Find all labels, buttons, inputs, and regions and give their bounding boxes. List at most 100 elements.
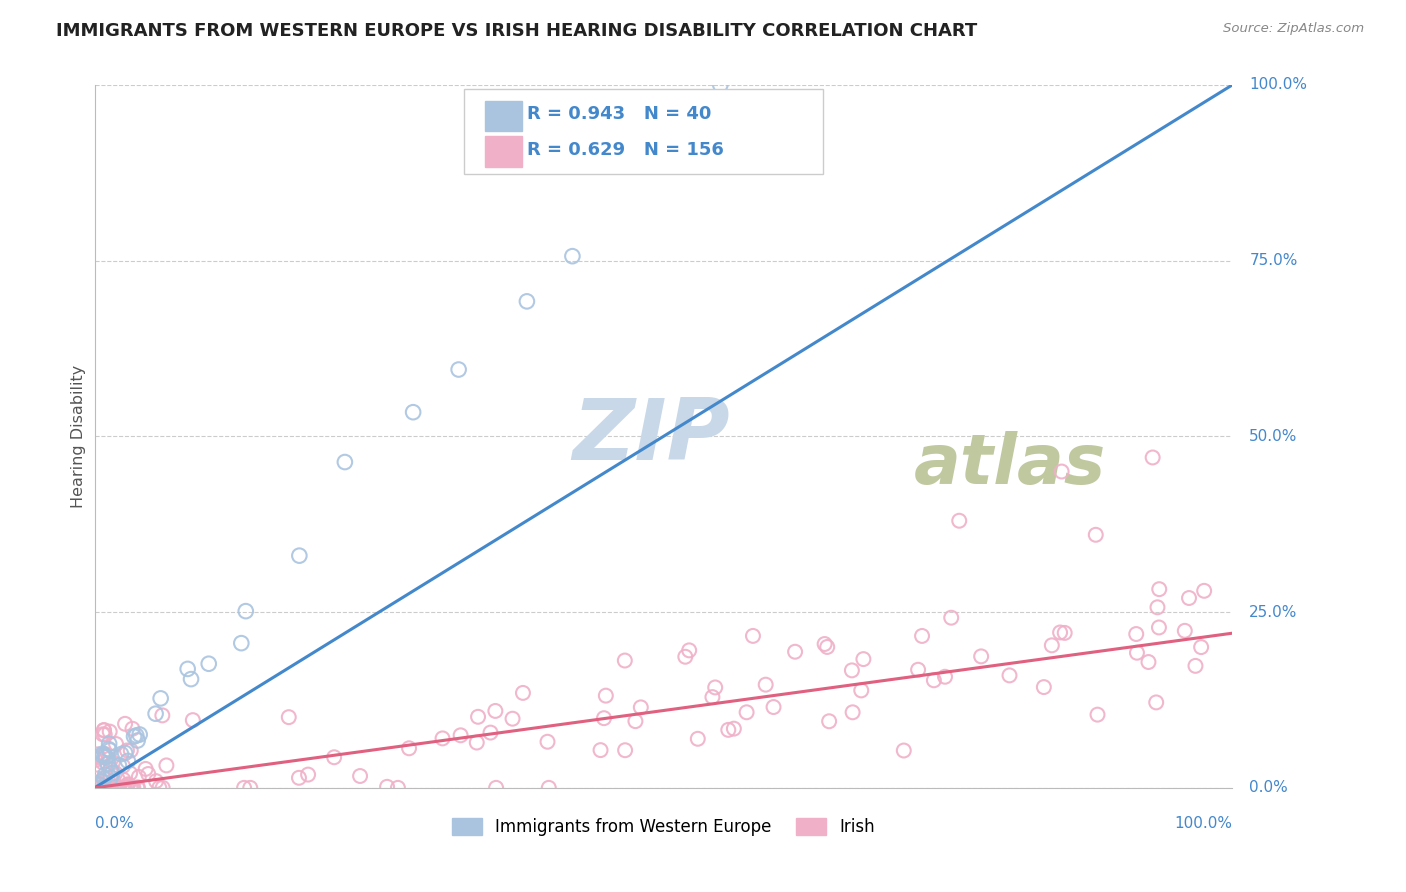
- Point: [516, 294, 538, 309]
- Point: [114, 746, 136, 760]
- Point: [815, 640, 838, 654]
- Point: [93, 780, 115, 795]
- Point: [742, 629, 765, 643]
- Point: [536, 735, 558, 749]
- Point: [108, 758, 131, 772]
- Point: [1147, 620, 1170, 634]
- Text: 50.0%: 50.0%: [1250, 429, 1298, 444]
- Point: [97, 742, 120, 756]
- Point: [84, 780, 107, 795]
- Point: [98, 743, 121, 757]
- Point: [1053, 626, 1076, 640]
- Point: [502, 712, 524, 726]
- Point: [893, 743, 915, 757]
- Point: [84, 780, 107, 795]
- Point: [94, 727, 117, 741]
- Point: [589, 743, 612, 757]
- Point: [87, 780, 110, 795]
- Point: [941, 610, 963, 624]
- Point: [145, 706, 167, 721]
- Point: [1174, 624, 1197, 638]
- Point: [934, 670, 956, 684]
- Point: [465, 735, 488, 749]
- Point: [91, 727, 114, 741]
- Point: [595, 689, 617, 703]
- Text: ZIP: ZIP: [572, 395, 730, 478]
- Point: [122, 780, 145, 795]
- Point: [814, 637, 837, 651]
- Point: [91, 780, 114, 795]
- Point: [91, 780, 114, 795]
- Point: [1032, 680, 1054, 694]
- Point: [115, 743, 138, 757]
- Point: [86, 780, 108, 795]
- Point: [922, 673, 945, 688]
- Point: [112, 772, 135, 787]
- Point: [818, 714, 841, 729]
- Point: [652, 113, 675, 128]
- Point: [450, 728, 472, 742]
- Point: [127, 733, 149, 747]
- Point: [841, 664, 863, 678]
- Point: [101, 766, 124, 780]
- Text: 100.0%: 100.0%: [1250, 78, 1308, 93]
- Point: [762, 700, 785, 714]
- Point: [105, 780, 128, 795]
- Point: [1137, 655, 1160, 669]
- Point: [127, 780, 149, 795]
- Point: [87, 777, 110, 791]
- Point: [447, 362, 470, 376]
- Point: [176, 662, 198, 676]
- Point: [948, 514, 970, 528]
- Point: [91, 747, 114, 761]
- Point: [709, 78, 731, 92]
- Point: [97, 752, 120, 766]
- Point: [117, 778, 139, 792]
- Point: [111, 759, 134, 773]
- Point: [93, 723, 115, 738]
- Point: [94, 768, 117, 782]
- Point: [114, 780, 136, 795]
- Point: [84, 780, 107, 795]
- Text: 75.0%: 75.0%: [1250, 253, 1298, 268]
- Point: [288, 549, 311, 563]
- Point: [120, 743, 142, 757]
- Point: [297, 767, 319, 781]
- Point: [484, 704, 506, 718]
- Text: 0.0%: 0.0%: [94, 816, 134, 831]
- Text: IMMIGRANTS FROM WESTERN EUROPE VS IRISH HEARING DISABILITY CORRELATION CHART: IMMIGRANTS FROM WESTERN EUROPE VS IRISH …: [56, 22, 977, 40]
- Point: [152, 780, 174, 795]
- Point: [114, 780, 136, 795]
- Point: [197, 657, 219, 671]
- Text: 100.0%: 100.0%: [1174, 816, 1232, 831]
- Point: [148, 780, 170, 795]
- Point: [104, 780, 127, 795]
- Point: [630, 700, 652, 714]
- Point: [1125, 627, 1147, 641]
- Point: [84, 780, 107, 795]
- Point: [614, 743, 637, 757]
- Point: [94, 750, 117, 764]
- Point: [375, 780, 398, 794]
- Point: [94, 780, 117, 795]
- Point: [1049, 625, 1071, 640]
- Point: [1126, 646, 1149, 660]
- Point: [100, 763, 122, 777]
- Point: [93, 780, 115, 795]
- Point: [97, 772, 120, 787]
- Text: Source: ZipAtlas.com: Source: ZipAtlas.com: [1223, 22, 1364, 36]
- Point: [149, 691, 172, 706]
- Point: [512, 686, 534, 700]
- Point: [181, 713, 204, 727]
- Point: [180, 672, 202, 686]
- Text: atlas: atlas: [914, 431, 1107, 498]
- Point: [231, 636, 253, 650]
- Point: [1087, 707, 1109, 722]
- Point: [1189, 640, 1212, 654]
- Legend: Immigrants from Western Europe, Irish: Immigrants from Western Europe, Irish: [444, 811, 882, 843]
- Point: [114, 716, 136, 731]
- Point: [467, 710, 489, 724]
- Point: [387, 780, 409, 795]
- Point: [91, 755, 114, 769]
- Point: [84, 780, 107, 795]
